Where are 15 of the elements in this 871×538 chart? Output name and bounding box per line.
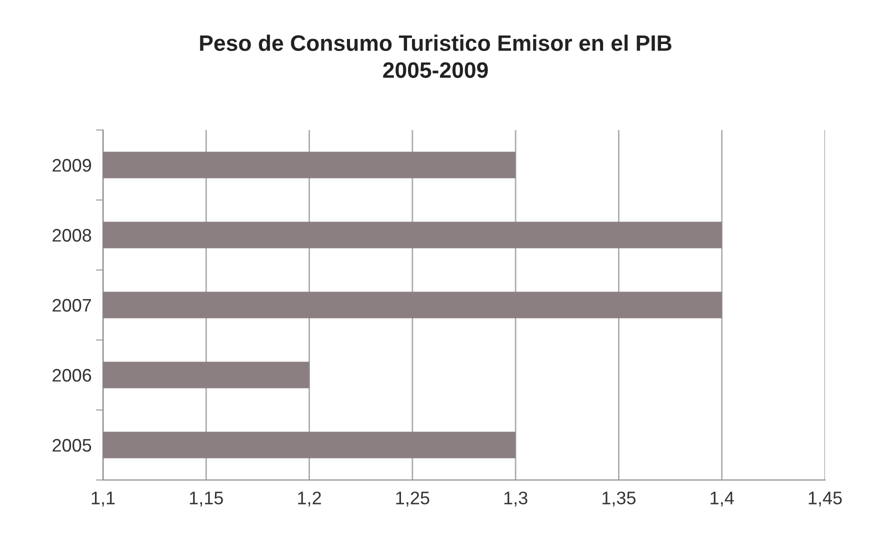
y-tick-label: 2006	[52, 368, 92, 382]
chart-title: Peso de Consumo Turistico Emisor en el PIB	[200, 34, 672, 51]
chart-subtitle: 2005-2009	[383, 62, 488, 78]
x-tick-label: 1,35	[602, 492, 636, 507]
x-tick-label: 1,3	[504, 492, 528, 507]
x-tick-label: 1,15	[190, 492, 223, 507]
x-tick-label: 1,25	[396, 492, 430, 507]
y-tick-label: 2007	[52, 298, 91, 312]
x-tick-label: 1,2	[298, 492, 321, 507]
x-tick-label: 1,1	[92, 492, 115, 507]
y-tick-label: 2008	[52, 228, 92, 242]
x-tick-label: 1,4	[710, 492, 734, 507]
x-tick-label: 1,45	[808, 492, 842, 507]
y-tick-label: 2005	[52, 438, 92, 452]
y-tick-label: 2009	[52, 158, 92, 172]
